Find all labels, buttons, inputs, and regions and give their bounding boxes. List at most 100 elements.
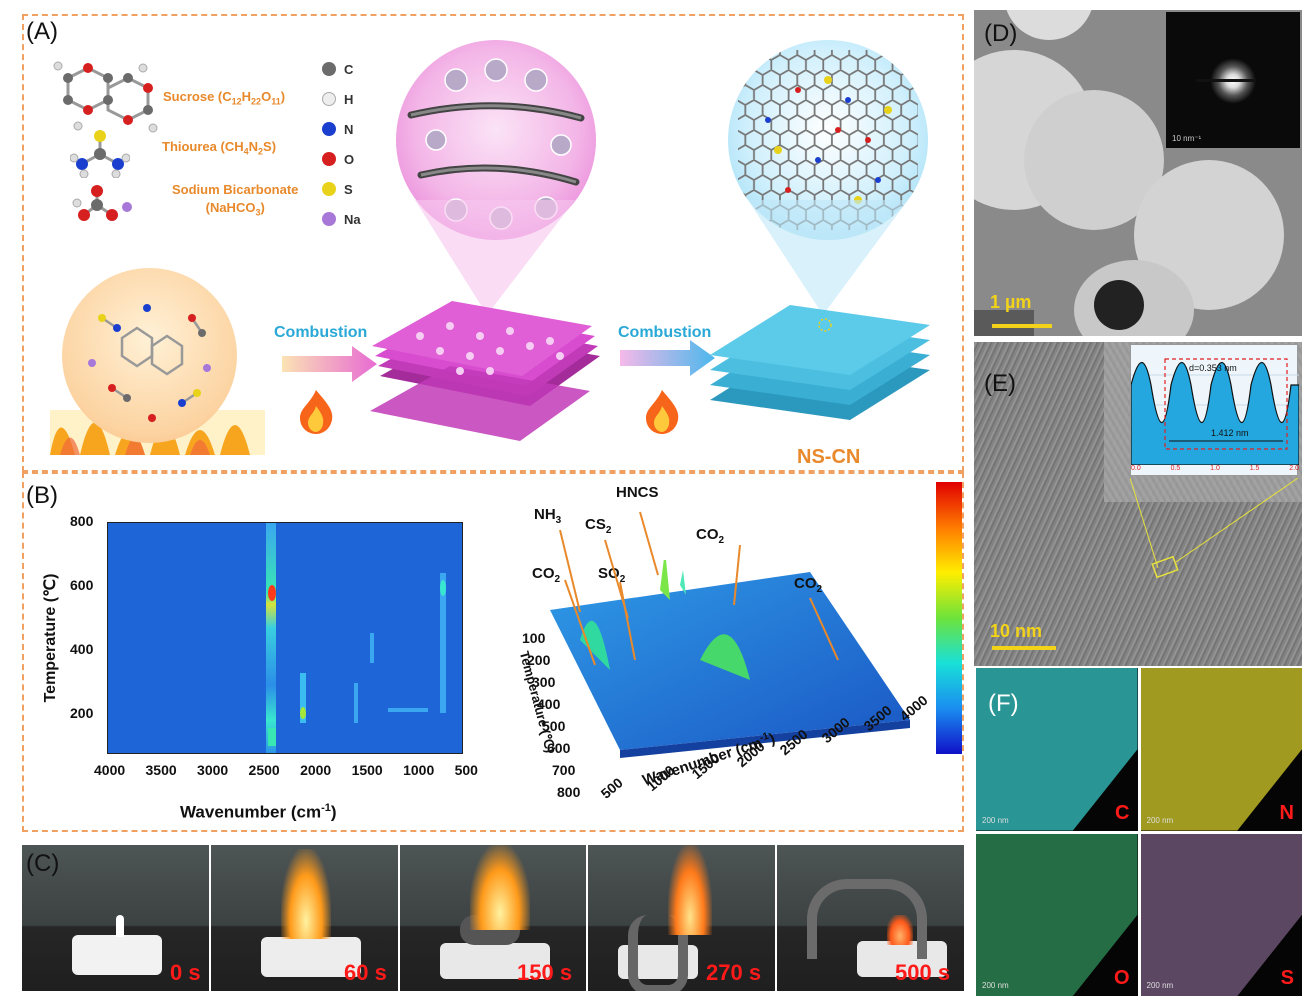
contour-xlabel: Wavenumber (cm-1) — [180, 802, 337, 822]
time-150s: 150 s — [517, 960, 573, 985]
photo-270s — [588, 845, 776, 991]
profile-tick: 0.0 — [1131, 465, 1141, 472]
eds-scale-o: 200 nm — [982, 981, 1009, 990]
thiourea-molecule-icon — [70, 130, 130, 178]
surface-temp-tick: 700 — [552, 762, 576, 778]
photo-60s — [210, 845, 398, 991]
contour-ytick-400: 400 — [70, 641, 94, 657]
contour-xtick: 500 — [454, 762, 478, 778]
contour-xtick: 1500 — [351, 762, 383, 778]
combustion-label-2: Combustion — [618, 324, 712, 341]
tem-scale-text: 1 µm — [990, 292, 1032, 312]
legend-item-o: O — [322, 144, 372, 174]
saed-inset: 10 nm⁻¹ — [1166, 12, 1300, 148]
eds-label-o: O — [1113, 967, 1130, 989]
legend-item-na: Na — [322, 204, 372, 234]
contour-xticks: 4000 3500 3000 2500 2000 1500 1000 500 — [94, 762, 478, 778]
contour-xtick: 4000 — [94, 762, 126, 778]
panel-b-frame — [22, 472, 964, 832]
label-co2-left: CO2 — [532, 565, 561, 585]
surface-temp-tick: 500 — [542, 718, 566, 734]
contour-xtick: 3000 — [197, 762, 229, 778]
photo-500s — [777, 845, 964, 991]
span-label: 1.412 nm — [1211, 428, 1249, 438]
saed-scale: 10 nm⁻¹ — [1172, 134, 1202, 143]
panel-e-label: (E) — [984, 370, 1016, 397]
profile-tick: 1.0 — [1210, 465, 1220, 472]
inset-guide-lines — [1130, 477, 1299, 579]
hrtem-scale-bar — [992, 646, 1056, 650]
contour-xtick: 1000 — [403, 762, 435, 778]
panel-a-frame — [22, 14, 964, 472]
panel-c-label: (C) — [26, 850, 60, 877]
time-500s: 500 s — [895, 960, 951, 985]
surface-temp-tick: 300 — [532, 674, 556, 690]
label-co2-main: CO2 — [696, 526, 725, 546]
label-hncs: HNCS — [616, 484, 659, 501]
combustion-photo-strip — [22, 845, 964, 991]
surface-temp-tick: 400 — [537, 696, 561, 712]
surface-temp-ticks: 100 200 300 400 500 600 700 800 — [522, 630, 580, 800]
combustion-label-1: Combustion — [274, 324, 368, 341]
contour-xtick: 3500 — [145, 762, 177, 778]
photo-0s — [22, 845, 209, 991]
time-60s: 60 s — [344, 960, 387, 985]
panel-f-label: (F) — [988, 690, 1019, 717]
eds-label-c: C — [1115, 801, 1130, 824]
eds-map-n: N 200 nm — [1140, 668, 1302, 831]
ns-cn-sheets-icon — [710, 305, 930, 420]
eds-scale-s: 200 nm — [1146, 981, 1174, 990]
ir-3d-surface — [550, 560, 910, 758]
eds-label-s: S — [1280, 967, 1294, 989]
thiourea-label: Thiourea (CH4N2S) — [162, 139, 277, 157]
contour-ytick-200: 200 — [70, 705, 94, 721]
time-0s: 0 s — [170, 960, 201, 985]
legend-item-s: S — [322, 174, 372, 204]
legend-item-c: C — [322, 54, 372, 84]
sucrose-label: Sucrose (C12H22O11) — [163, 89, 286, 107]
label-co2-right: CO2 — [794, 575, 823, 595]
surface-wn-tick: 2500 — [776, 725, 811, 759]
surface-temp-tick: 100 — [522, 630, 546, 646]
bicarbonate-label: Sodium Bicarbonate (NaHCO3) — [172, 182, 299, 218]
combustion-arrow-2 — [620, 340, 715, 376]
d-spacing-label: d=0.353 nm — [1189, 363, 1237, 373]
eds-maps: C 200 nm N 200 nm O 200 nm S 200 nm — [976, 668, 1302, 996]
panel-d-label: (D) — [984, 20, 1018, 47]
colorbar — [936, 482, 962, 754]
zoom-cone-blue — [748, 200, 908, 315]
contour-ytick-600: 600 — [70, 577, 94, 593]
mixed-molecules-icon — [88, 304, 211, 422]
eds-map-o: O 200 nm — [976, 833, 1138, 996]
fire-icon-1 — [300, 390, 333, 434]
surface-temp-tick: 600 — [547, 740, 571, 756]
zoom-cone-pink — [415, 200, 575, 315]
sucrose-molecule-icon — [53, 61, 158, 133]
lattice-profile-chart — [1130, 358, 1300, 466]
surface-temp-tick: 800 — [557, 784, 581, 800]
intermediate-sheets-icon — [370, 301, 600, 441]
time-270s: 270 s — [706, 960, 762, 985]
contour-xtick: 2000 — [300, 762, 332, 778]
legend-item-h: H — [322, 84, 372, 114]
panel-a-label: (A) — [26, 18, 58, 45]
fire-icon-2 — [646, 390, 679, 434]
surface-wn-tick: 3000 — [818, 713, 853, 747]
eds-label-n: N — [1279, 801, 1294, 824]
hrtem-scale-text: 10 nm — [990, 621, 1043, 641]
contour-xtick: 2500 — [248, 762, 280, 778]
ir-contour-map — [107, 522, 463, 754]
profile-ticks: 0.0 0.5 1.0 1.5 2.0 — [1131, 465, 1299, 472]
profile-tick: 0.5 — [1170, 465, 1181, 472]
surface-wn-tick: 500 — [597, 774, 626, 802]
bicarbonate-molecule-icon — [72, 185, 132, 221]
lattice-profile-inset: d=0.353 nm 1.412 nm 0.0 0.5 1.0 1.5 2.0 — [1130, 344, 1300, 476]
profile-tick: 1.5 — [1249, 465, 1260, 472]
legend-item-n: N — [322, 114, 372, 144]
precursor-sphere — [62, 268, 237, 443]
panel-b-label: (B) — [26, 482, 58, 509]
element-legend: C H N O S Na — [322, 54, 372, 234]
profile-tick: 2.0 — [1289, 465, 1299, 472]
contour-ytick-800: 800 — [70, 513, 94, 529]
ns-cn-product-label: NS-CN — [797, 446, 861, 468]
